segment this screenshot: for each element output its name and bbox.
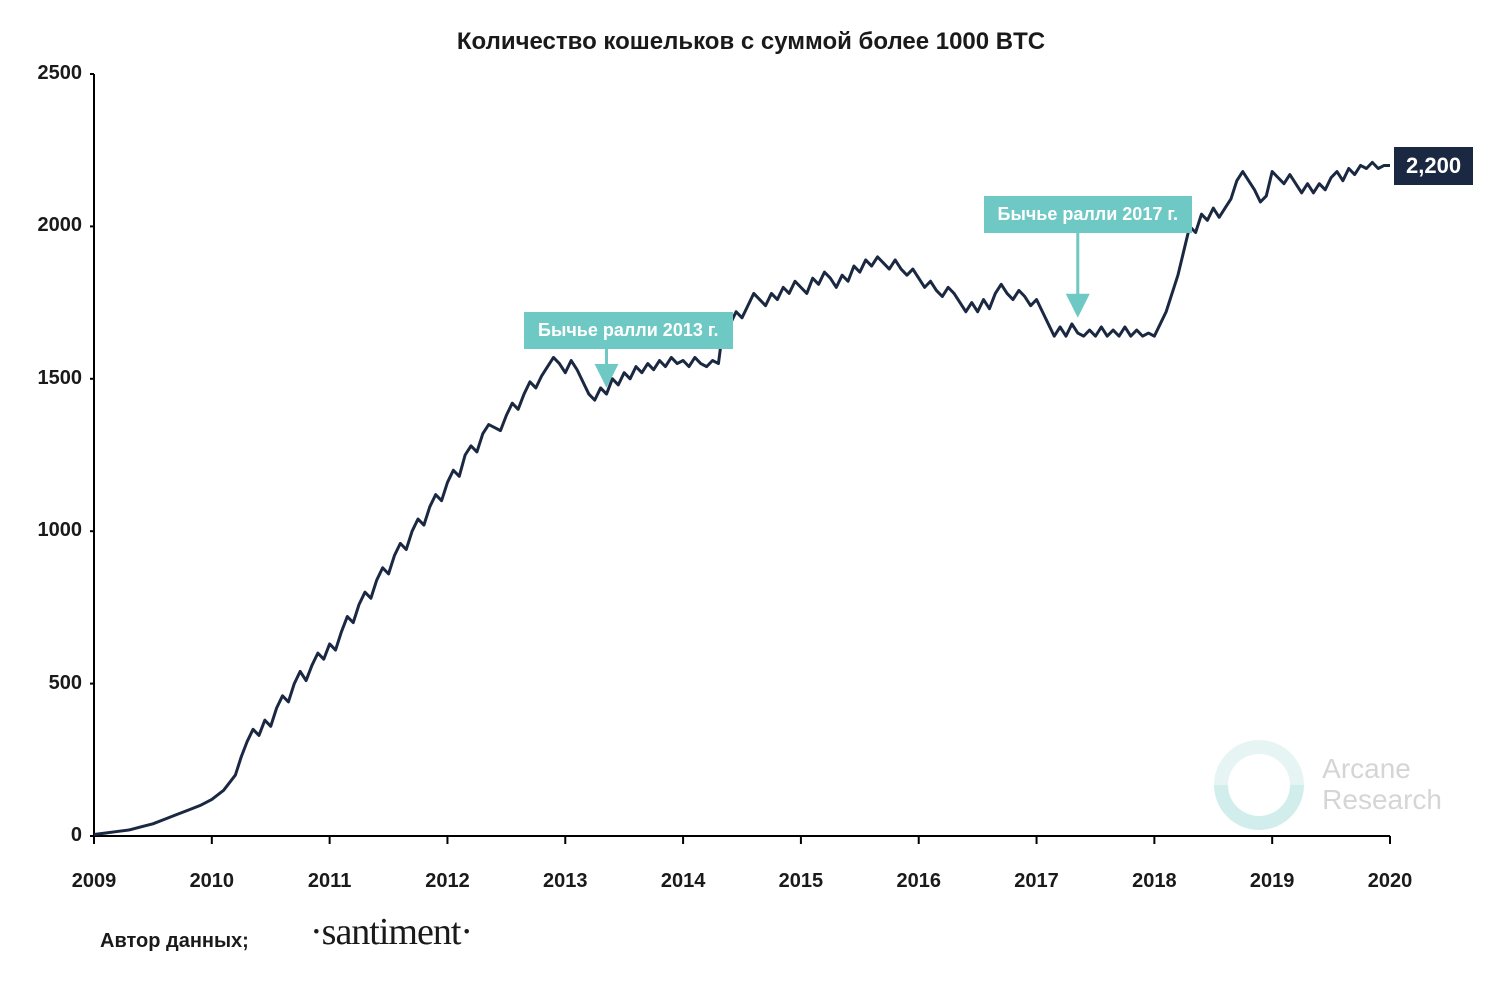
arcane-line1: Arcane xyxy=(1322,754,1442,785)
end-value-badge: 2,200 xyxy=(1394,147,1473,185)
santiment-logo: ·santiment· xyxy=(310,910,472,954)
y-tick: 2500 xyxy=(34,62,82,85)
y-tick: 0 xyxy=(34,824,82,847)
x-tick: 2011 xyxy=(300,870,360,893)
callout-2017: Бычье ралли 2017 г. xyxy=(984,196,1193,233)
x-tick: 2019 xyxy=(1242,870,1302,893)
x-tick: 2014 xyxy=(653,870,713,893)
x-tick: 2015 xyxy=(771,870,831,893)
y-tick: 1500 xyxy=(34,367,82,390)
x-tick: 2018 xyxy=(1124,870,1184,893)
y-tick: 500 xyxy=(34,672,82,695)
y-axis-label: Количество кошельков xyxy=(0,92,1,300)
x-tick: 2010 xyxy=(182,870,242,893)
arcane-text: Arcane Research xyxy=(1322,754,1442,816)
y-tick: 1000 xyxy=(34,519,82,542)
arcane-research-watermark: Arcane Research xyxy=(1214,740,1442,830)
arcane-circle-icon xyxy=(1196,721,1323,848)
y-tick: 2000 xyxy=(34,214,82,237)
x-tick: 2016 xyxy=(889,870,949,893)
x-tick: 2013 xyxy=(535,870,595,893)
x-tick: 2012 xyxy=(417,870,477,893)
x-tick: 2020 xyxy=(1360,870,1420,893)
chart-title: Количество кошельков с суммой более 1000… xyxy=(0,28,1502,56)
x-tick: 2017 xyxy=(1007,870,1067,893)
callout-2013: Бычье ралли 2013 г. xyxy=(524,312,733,349)
arcane-line2: Research xyxy=(1322,785,1442,816)
data-author-label: Автор данных; xyxy=(100,930,249,953)
x-tick: 2009 xyxy=(64,870,124,893)
